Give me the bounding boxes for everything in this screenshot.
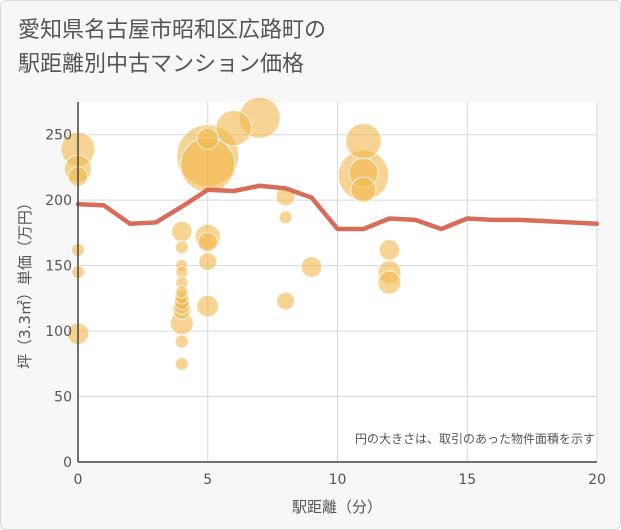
x-tick-labels: 0 5 10 15 20 xyxy=(74,472,606,488)
bubble-point xyxy=(171,220,193,243)
chart-title: 愛知県名古屋市昭和区広路町の 駅距離別中古マンション価格 xyxy=(18,14,326,82)
y-tick-label-0: 0 xyxy=(63,455,72,471)
x-tick-label-0: 0 xyxy=(74,472,83,488)
bubble-point xyxy=(174,356,189,371)
bubble-point xyxy=(196,127,220,150)
bubble-layer xyxy=(60,96,402,371)
bubble-point xyxy=(174,334,189,349)
y-tick-label-100: 100 xyxy=(45,324,72,340)
x-axis-title: 駅距離（分） xyxy=(292,498,382,516)
x-tick-label-10: 10 xyxy=(329,472,347,488)
chart-title-line2: 駅距離別中古マンション価格 xyxy=(18,52,305,77)
bubble-point xyxy=(198,252,218,272)
bubble-point xyxy=(278,210,293,225)
size-note: 円の大きさは、取引のあった物件面積を示す xyxy=(355,431,595,446)
bubble-point xyxy=(175,285,189,299)
x-tick-label-15: 15 xyxy=(458,472,476,488)
y-tick-label-150: 150 xyxy=(45,259,72,275)
y-axis-title: 坪（3.3㎡）単価（万円） xyxy=(16,195,34,369)
trend-line xyxy=(75,183,600,232)
bubble-point xyxy=(350,176,377,203)
bubble-point xyxy=(378,239,401,261)
bubble-point xyxy=(196,294,220,318)
bubble-point xyxy=(377,270,402,295)
x-tick-label-5: 5 xyxy=(203,472,212,488)
x-tick-label-20: 20 xyxy=(588,472,606,488)
y-tick-labels: 0 50 100 150 200 250 xyxy=(45,128,72,471)
bubble-point xyxy=(174,240,189,255)
bubble-point xyxy=(300,256,323,278)
trend-line-layer xyxy=(75,183,600,232)
bubble-point xyxy=(276,291,296,311)
chart-title-line1: 愛知県名古屋市昭和区広路町の xyxy=(18,18,327,43)
bubble-point xyxy=(345,122,382,160)
bubble-point xyxy=(197,231,219,253)
y-tick-label-200: 200 xyxy=(45,193,72,209)
bubble-point xyxy=(215,109,253,147)
grid-lines xyxy=(78,102,598,462)
y-tick-label-50: 50 xyxy=(54,390,72,406)
y-tick-label-250: 250 xyxy=(45,128,72,144)
